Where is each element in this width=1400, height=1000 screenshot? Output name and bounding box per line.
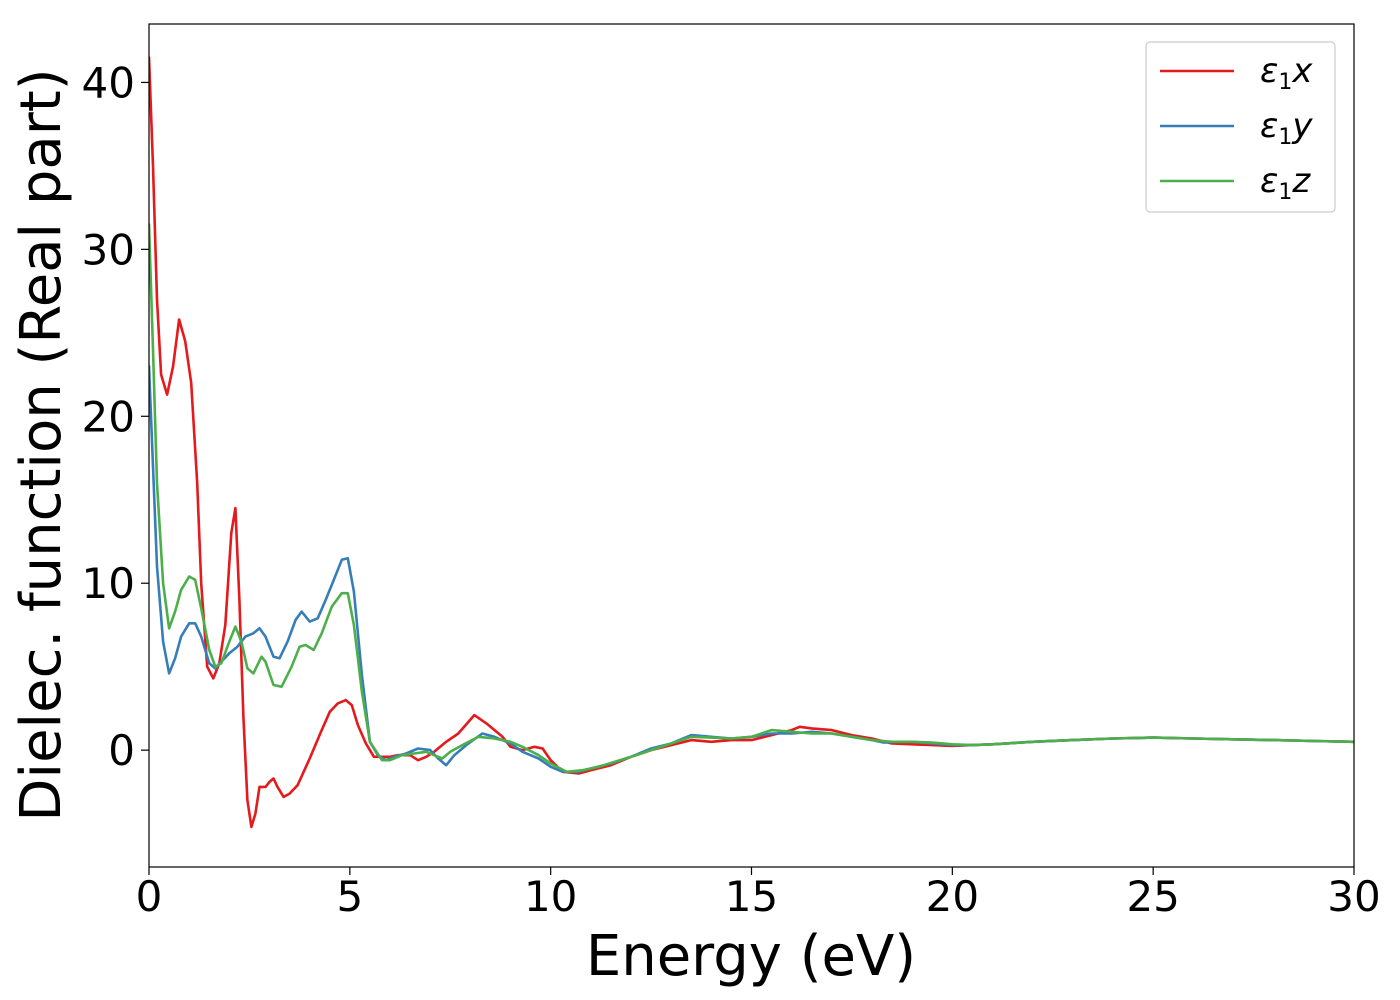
legend-label-x: ε1x [1260, 51, 1313, 95]
x-tick-label: 20 [926, 872, 979, 921]
x-tick-label: 25 [1126, 872, 1179, 921]
y-axis-label: Dielec. function (Real part) [9, 68, 74, 821]
x-tick-label: 30 [1327, 872, 1380, 921]
x-tick-label: 15 [725, 872, 778, 921]
y-tick-label: 0 [108, 726, 135, 775]
x-axis: 0 5 10 15 20 25 30 [136, 867, 1381, 921]
legend-label-z: ε1z [1260, 161, 1311, 205]
y-tick-label: 10 [82, 559, 135, 608]
x-tick-label: 0 [136, 872, 163, 921]
y-axis: 0 10 20 30 40 [82, 58, 149, 775]
x-tick-label: 5 [336, 872, 363, 921]
y-tick-label: 30 [82, 225, 135, 274]
y-tick-label: 40 [82, 58, 135, 107]
series-line-z [149, 223, 1354, 774]
x-axis-label: Energy (eV) [586, 924, 916, 989]
y-tick-label: 20 [82, 392, 135, 441]
x-tick-label: 10 [524, 872, 577, 921]
legend-label-y: ε1y [1260, 106, 1313, 150]
legend-box [1145, 41, 1336, 213]
series-layer [149, 56, 1354, 829]
legend: ε1x ε1y ε1z [1145, 41, 1336, 213]
